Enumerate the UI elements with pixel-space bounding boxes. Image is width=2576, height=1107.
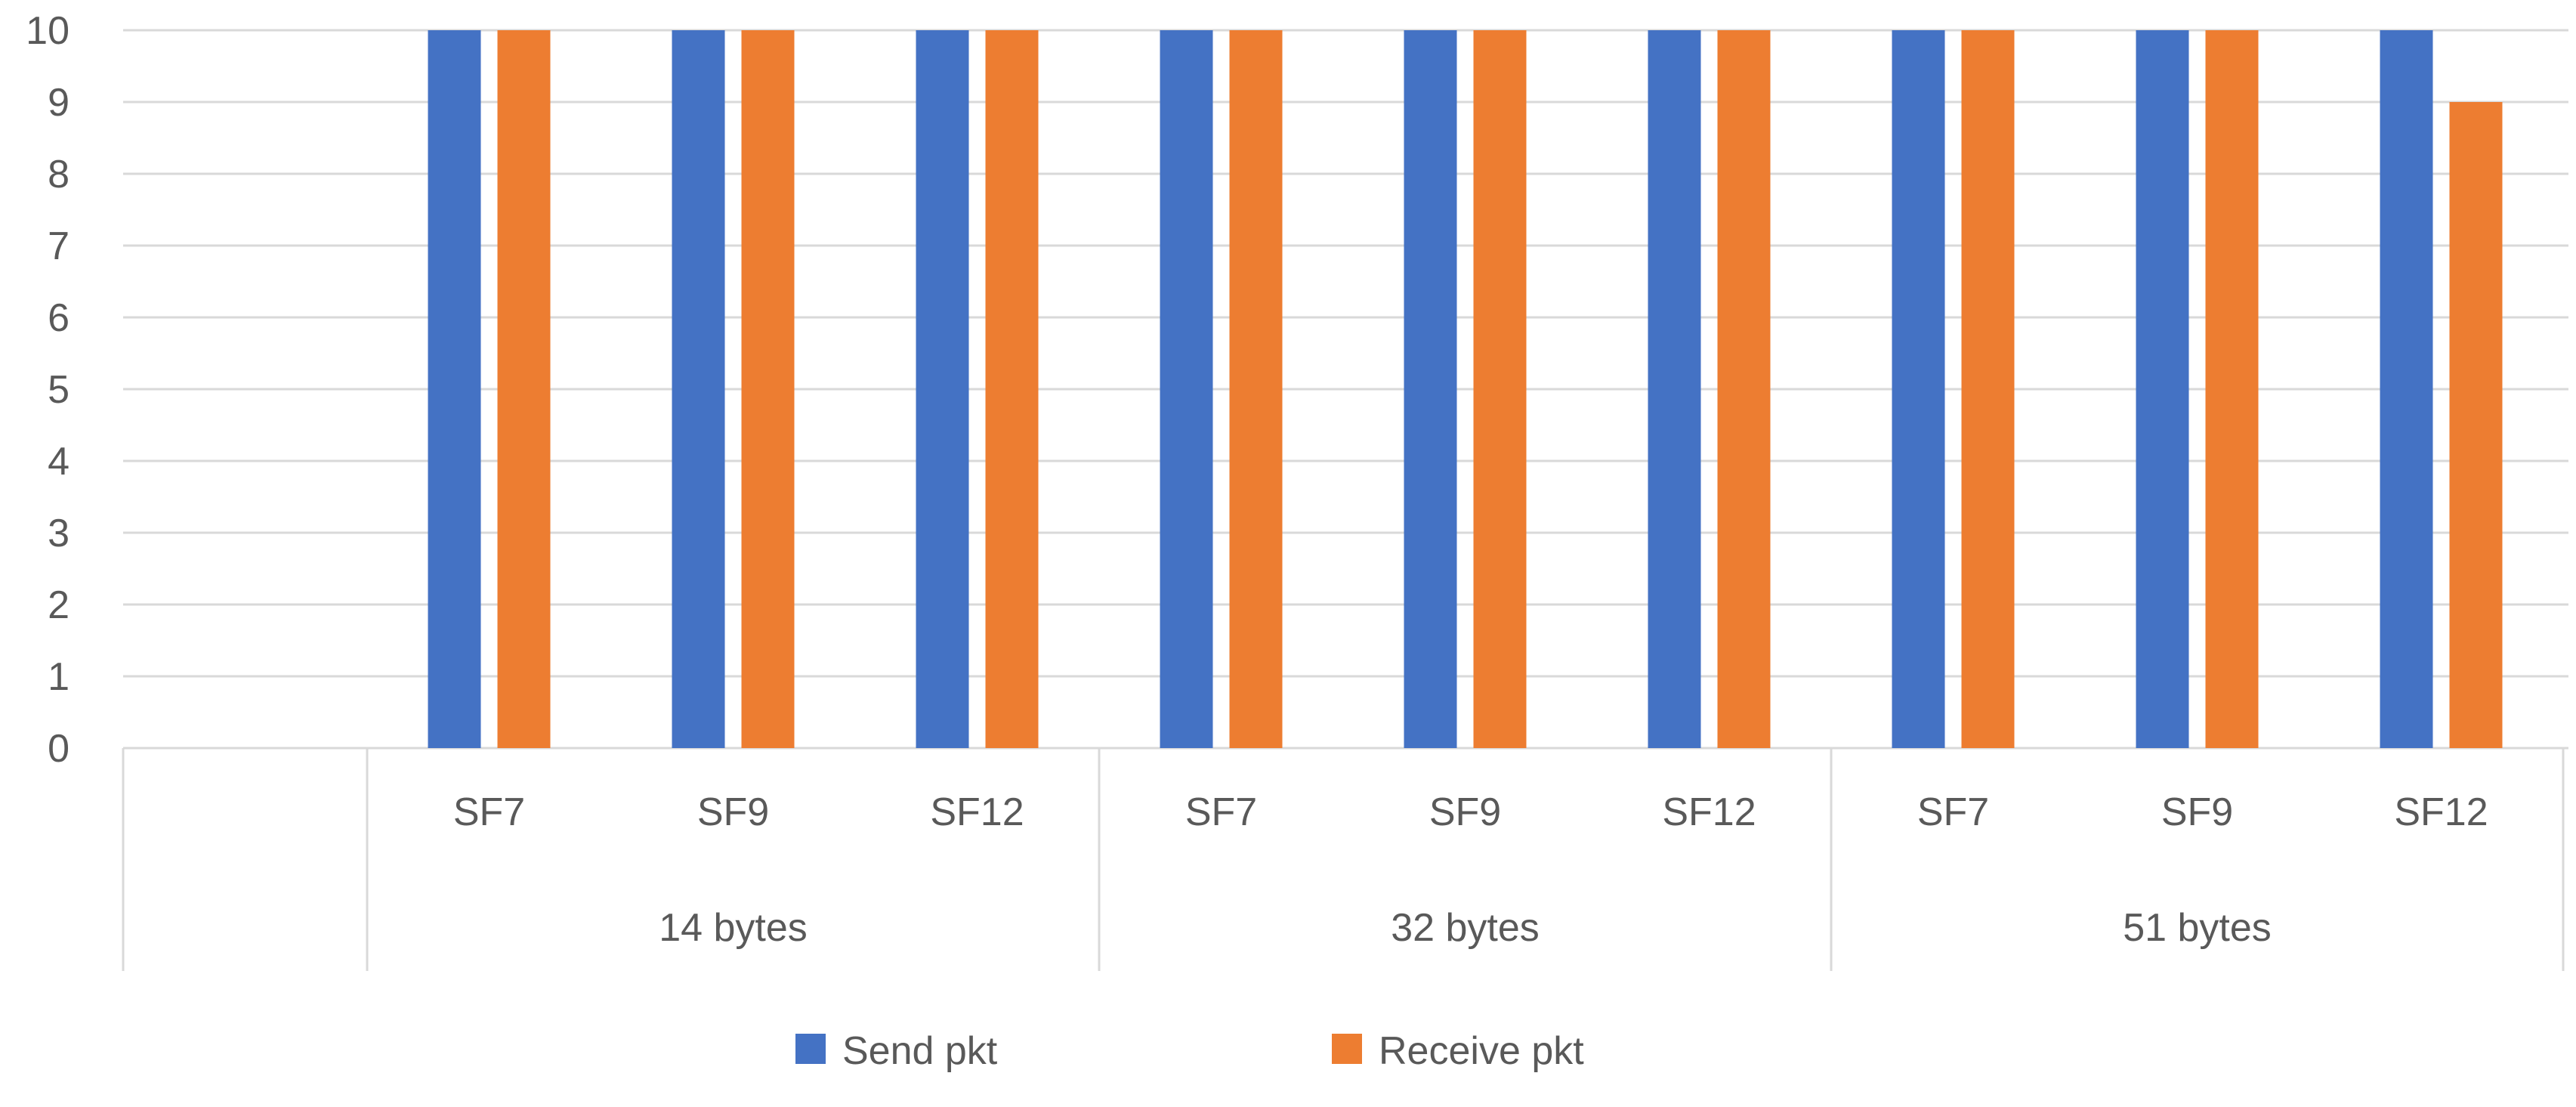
x-axis-group-labels: 14 bytes 32 bytes 51 bytes (659, 906, 2272, 950)
y-tick-label: 7 (48, 224, 69, 268)
send-pkt-bar (1404, 30, 1457, 748)
y-tick-label: 3 (48, 512, 69, 555)
y-tick-label: 9 (48, 81, 69, 125)
y-tick-label: 5 (48, 368, 69, 412)
y-axis-tick-labels: 0 1 2 3 4 5 6 7 8 9 10 (26, 9, 69, 771)
category-label: SF9 (1429, 790, 1501, 834)
send-pkt-bar (916, 30, 969, 748)
legend-label: Send pkt (842, 1029, 998, 1073)
legend-swatch (1332, 1034, 1362, 1064)
category-label: SF7 (1917, 790, 1989, 834)
receive-pkt-bar (1473, 30, 1527, 748)
group-label: 51 bytes (2123, 906, 2272, 950)
receive-pkt-bar (741, 30, 795, 748)
group-label: 32 bytes (1391, 906, 1540, 950)
y-tick-label: 4 (48, 440, 69, 484)
receive-pkt-bar (1229, 30, 1283, 748)
send-pkt-bar (1160, 30, 1213, 748)
legend-label: Receive pkt (1379, 1029, 1584, 1073)
receive-pkt-bar (497, 30, 551, 748)
send-pkt-bar (1892, 30, 1945, 748)
receive-pkt-bar (985, 30, 1039, 748)
bars (428, 30, 2503, 748)
category-label: SF12 (1662, 790, 1756, 834)
receive-pkt-bar (2205, 30, 2259, 748)
y-tick-label: 6 (48, 296, 69, 340)
send-pkt-bar (428, 30, 481, 748)
y-tick-label: 0 (48, 727, 69, 771)
legend-swatch (795, 1034, 826, 1064)
category-label: SF7 (1185, 790, 1257, 834)
send-pkt-bar (2136, 30, 2189, 748)
send-pkt-bar (2380, 30, 2433, 748)
receive-pkt-bar (1961, 30, 2015, 748)
category-label: SF12 (2394, 790, 2488, 834)
category-label: SF9 (697, 790, 769, 834)
receive-pkt-bar (2449, 102, 2503, 748)
send-pkt-bar (672, 30, 725, 748)
category-label: SF7 (453, 790, 525, 834)
category-label: SF12 (930, 790, 1024, 834)
gridlines (123, 29, 2568, 678)
y-tick-label: 1 (48, 655, 69, 699)
y-tick-label: 8 (48, 153, 69, 196)
category-label: SF9 (2161, 790, 2233, 834)
y-tick-label: 2 (48, 583, 69, 627)
group-label: 14 bytes (659, 906, 808, 950)
y-tick-label: 10 (26, 9, 69, 53)
x-axis-category-labels: SF7 SF9 SF12 SF7 SF9 SF12 SF7 SF9 SF12 (453, 790, 2488, 834)
receive-pkt-bar (1717, 30, 1771, 748)
legend: Send pkt Receive pkt (795, 1029, 1584, 1073)
send-pkt-bar (1648, 30, 1701, 748)
